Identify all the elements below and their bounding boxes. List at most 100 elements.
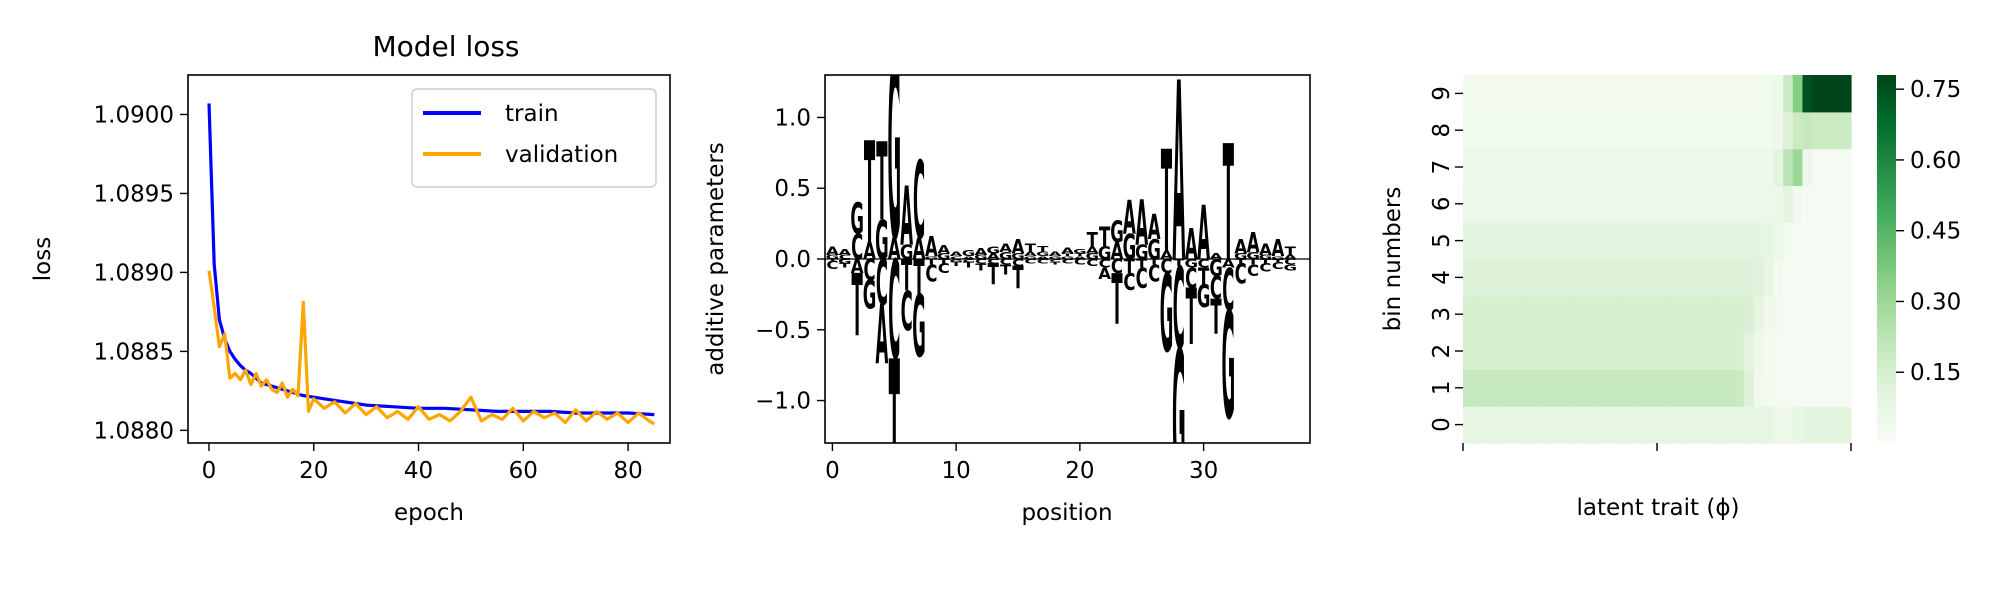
heatmap-cell: [1744, 295, 1755, 334]
logo-letter-C: C: [950, 255, 962, 260]
heatmap-cell: [1724, 369, 1736, 407]
heatmap-cell: [1472, 259, 1483, 297]
heatmap-cell: [1472, 332, 1483, 370]
heatmap-cell: [1521, 222, 1532, 260]
heatmap-cell: [1802, 332, 1813, 370]
heatmap-cell: [1521, 259, 1532, 297]
heatmap-cell: [1812, 369, 1823, 407]
logo-letter-T: T: [1223, 111, 1234, 297]
logo-letter-C: C: [1086, 257, 1098, 268]
logo-letter-C: C: [1160, 256, 1172, 279]
logo-letter-T: T: [1062, 253, 1074, 258]
heatmap-cell: [1637, 259, 1648, 297]
heatmap-cell: [1521, 148, 1532, 186]
heatmap-cell: [1715, 185, 1726, 223]
logo-letter-A: A: [1185, 219, 1198, 269]
colorbar-tick-label: 0.45: [1910, 219, 1961, 245]
logo-letter-A: A: [1259, 240, 1272, 258]
heatmap-cell: [1657, 406, 1668, 444]
heatmap-cell: [1598, 369, 1610, 407]
colorbar-tick-label: 0.75: [1910, 77, 1961, 103]
logo-letter-A: A: [1061, 247, 1074, 256]
logo-chart-x-ticks: 0 10 20 30: [825, 443, 1218, 484]
heatmap-cell: [1666, 259, 1677, 297]
heatmap-cell: [1560, 406, 1571, 444]
logo-letter-C: C: [1173, 243, 1185, 375]
heatmap-cell: [1715, 295, 1726, 334]
heatmap-cell: [1724, 185, 1736, 223]
heatmap-cell: [1821, 185, 1833, 223]
x-tick-label: 80: [613, 458, 642, 484]
logo-letter-T: T: [975, 262, 987, 273]
heatmap-cell: [1802, 148, 1813, 186]
y-tick-label: 7: [1429, 160, 1455, 175]
heatmap-cell: [1783, 75, 1794, 113]
heatmap-y-ticks: 0 1 2 3 4 5 6 7 8 9: [1429, 86, 1463, 432]
logo-letter-C: C: [1024, 258, 1036, 265]
sequence-logo-chart: GATCCAGTCGATATCGGTCAAGCTGATCACTGGATCGATC…: [703, 74, 1311, 526]
heatmap-cell: [1530, 295, 1542, 334]
heatmap-cell: [1540, 259, 1551, 297]
heatmap-cell: [1763, 332, 1774, 370]
heatmap-cell: [1589, 111, 1600, 150]
heatmap-cell: [1511, 148, 1522, 186]
heatmap-cell: [1686, 369, 1697, 407]
logo-letter-T: T: [1173, 257, 1185, 268]
heatmap-cell: [1783, 369, 1794, 407]
heatmap-cell: [1589, 295, 1600, 334]
logo-letter-G: G: [949, 258, 963, 263]
heatmap-cell: [1734, 369, 1745, 407]
logo-letter-T: T: [1050, 261, 1062, 266]
x-tick-label: 40: [404, 458, 433, 484]
logo-letter-C: C: [913, 139, 925, 263]
logo-letter-A: A: [999, 242, 1012, 255]
logo-letter-A: A: [1036, 255, 1050, 260]
logo-letter-A: A: [838, 248, 851, 257]
heatmap-cell: [1657, 369, 1668, 407]
heatmap-cell: [1501, 369, 1513, 407]
heatmap-cell: [1521, 406, 1532, 444]
heatmap-cell: [1492, 222, 1503, 260]
heatmap-cell: [1618, 259, 1629, 297]
heatmap-cell: [1763, 148, 1774, 186]
heatmap-cell: [1792, 295, 1804, 334]
heatmap-cell: [1463, 185, 1474, 223]
heatmap-cell: [1821, 259, 1833, 297]
heatmap-cell: [1560, 295, 1571, 334]
logo-letter-C: C: [876, 247, 888, 319]
loss-chart-legend: train validation: [411, 88, 657, 188]
heatmap-cell: [1472, 295, 1483, 334]
logo-letter-G: G: [1209, 254, 1223, 282]
logo-letter-T: T: [1087, 229, 1099, 252]
heatmap-cell: [1754, 111, 1765, 150]
heatmap-cell: [1598, 295, 1610, 334]
heatmap-cell: [1802, 111, 1813, 150]
logo-letter-G: G: [863, 273, 877, 319]
heatmap-cell: [1715, 332, 1726, 370]
logo-letter-G: G: [1184, 258, 1198, 271]
heatmap-cell: [1530, 148, 1542, 186]
heatmap-cell: [1647, 185, 1658, 223]
logo-letter-C: C: [1049, 258, 1061, 263]
heatmap-cell: [1618, 75, 1629, 113]
heatmap-cell: [1841, 406, 1852, 444]
heatmap-cell: [1579, 369, 1590, 407]
logo-letter-G: G: [1061, 255, 1075, 260]
heatmap-cell: [1647, 75, 1658, 113]
heatmap-cell: [1812, 406, 1823, 444]
logo-letter-C: C: [1037, 258, 1049, 265]
heatmap-cell: [1608, 111, 1619, 150]
heatmap-cell: [1501, 111, 1513, 150]
heatmap-cell: [1637, 75, 1648, 113]
heatmap-cell: [1589, 75, 1600, 113]
heatmap-cell: [1579, 148, 1590, 186]
heatmap-cell: [1841, 259, 1852, 297]
logo-letter-A: A: [1049, 251, 1062, 258]
y-tick-label: 6: [1429, 196, 1455, 211]
heatmap-cell: [1608, 185, 1619, 223]
x-tick-label: 20: [1065, 458, 1094, 484]
heatmap-cell: [1501, 185, 1513, 223]
heatmap-cell: [1627, 111, 1639, 150]
heatmap-cell: [1783, 406, 1794, 444]
logo-letter-C: C: [1247, 261, 1259, 279]
